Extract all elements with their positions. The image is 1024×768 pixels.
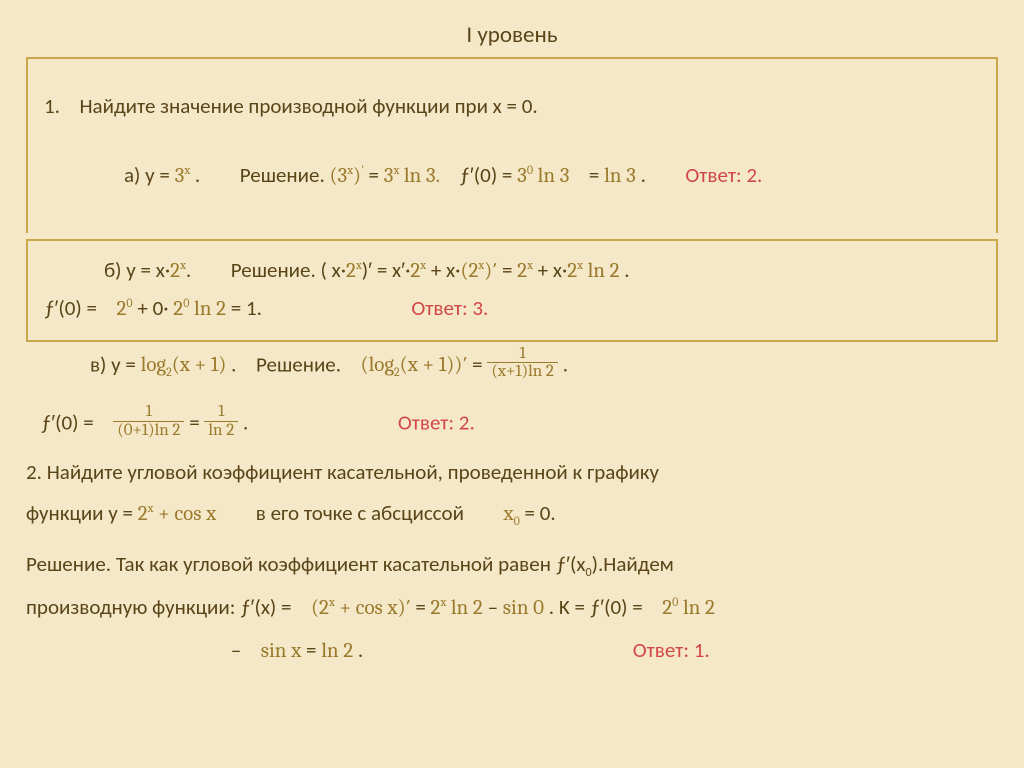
q1-prompt: Найдите значение производной функции при… bbox=[79, 93, 537, 119]
q1c-frac3: 1 ln 2 bbox=[204, 403, 238, 440]
q2-prompt1: 2. Найдите угловой коэффициент касательн… bbox=[26, 457, 998, 489]
q1a-label: а) у = bbox=[124, 162, 170, 188]
q1a-rhs2: 30 ln 3 bbox=[517, 164, 569, 188]
q1b-f0: ƒ′(0) = bbox=[44, 295, 97, 321]
q1a-answer: Ответ: 2. bbox=[685, 162, 762, 188]
q1a-expr1: 3x bbox=[175, 164, 190, 188]
box-q1b: б) у = х·2x. Решение. ( х·2x)′ = х′·2x +… bbox=[26, 239, 998, 342]
q2-answer: Ответ: 1. bbox=[633, 637, 710, 663]
q1-prompt-line: 1. Найдите значение производной функции … bbox=[44, 91, 980, 123]
q1a-rhs3: ln 3 bbox=[604, 164, 636, 188]
q1b-answer: Ответ: 3. bbox=[411, 295, 488, 321]
q1a-line: а) у = 3x . Решение. (3x)′ = 3x ln 3. ƒ′… bbox=[44, 160, 980, 193]
q1c-expr: log2(x + 1) bbox=[141, 353, 227, 377]
q1a-rhs1: 3x ln 3. bbox=[384, 164, 440, 188]
q2-sol2: производную функции: ƒ′(x) = (2x + cos x… bbox=[26, 592, 998, 625]
q1c-line1: в) у = log2(x + 1) . Решение. (log2(x + … bbox=[26, 348, 998, 385]
q1c-label: в) у = bbox=[90, 351, 136, 377]
q1a-deriv: (3x)′ bbox=[330, 164, 369, 188]
q2-sol1: Решение. Так как угловой коэффициент кас… bbox=[26, 549, 998, 582]
level-title: I уровень bbox=[26, 18, 998, 53]
q1b-line2: ƒ′(0) = 20 + 0· 20 ln 2 = 1. Ответ: 3. bbox=[44, 293, 980, 326]
q1-number: 1. bbox=[44, 93, 60, 119]
q1c-frac2: 1 (0+1)ln 2 bbox=[113, 403, 184, 440]
q1b-line1: б) у = х·2x. Решение. ( х·2x)′ = х′·2x +… bbox=[44, 255, 980, 288]
q1a-f0: ƒ′(0) = bbox=[459, 162, 512, 188]
q1c-line2: ƒ′(0) = 1 (0+1)ln 2 = 1 ln 2 . Ответ: 2. bbox=[26, 406, 998, 443]
q1c-solution-label: Решение. bbox=[256, 351, 341, 377]
q1c-frac1: 1 (x+1)ln 2 bbox=[487, 345, 558, 382]
box-q1a: 1. Найдите значение производной функции … bbox=[26, 57, 998, 233]
q1b-solution: Решение. ( х· bbox=[231, 257, 346, 283]
q1c-answer: Ответ: 2. bbox=[398, 410, 475, 436]
q2-prompt2: функции у = 2x + cos x в его точке с абс… bbox=[26, 498, 998, 531]
q1b-label: б) у = х· bbox=[104, 257, 170, 283]
q1c-f0: ƒ′(0) = bbox=[41, 410, 94, 436]
q1a-solution-label: Решение. bbox=[240, 162, 325, 188]
slide-root: I уровень 1. Найдите значение производно… bbox=[0, 0, 1024, 768]
q2-sol3: – sin x = ln 2 . Ответ: 1. bbox=[26, 635, 998, 668]
